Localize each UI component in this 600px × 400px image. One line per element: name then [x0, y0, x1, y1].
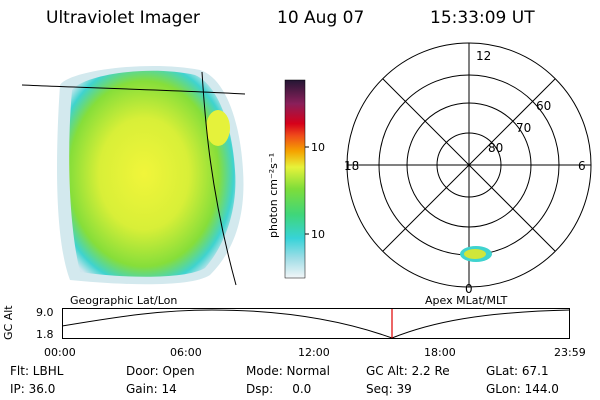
mode-status: Mode: Normal — [246, 364, 330, 378]
mlt-label-0: 0 — [465, 282, 473, 296]
mlt-label-18: 18 — [344, 159, 359, 173]
glon-status: GLon: 144.0 — [486, 382, 559, 396]
gc-alt-chart — [62, 308, 570, 339]
x-tick-0000: 00:00 — [44, 346, 76, 359]
geographic-image — [21, 65, 246, 286]
mlat-label-80: 80 — [488, 141, 503, 155]
header-date: 10 Aug 07 — [277, 8, 365, 28]
colorbar-tick-100: 100 — [311, 141, 325, 154]
door-status: Door: Open — [126, 364, 195, 378]
instrument-title: Ultraviolet Imager — [46, 8, 200, 28]
geographic-panel-label: Geographic Lat/Lon — [70, 294, 178, 307]
gc-alt-ytick-bottom: 1.8 — [36, 328, 54, 341]
flt-status: Flt: LBHL — [10, 364, 64, 378]
gc-alt-curve — [62, 309, 570, 339]
x-tick-2359: 23:59 — [554, 346, 586, 359]
gc-alt-ylabel: GC Alt — [2, 305, 15, 340]
gc-alt-status: GC Alt: 2.2 Re — [366, 364, 450, 378]
polar-plot: 12 18 6 0 60 70 80 — [344, 42, 592, 296]
colorbar-unit-label: photon cm⁻²s⁻¹ — [267, 153, 280, 238]
colorbar: 100 10 photon cm⁻²s⁻¹ — [267, 79, 325, 279]
mlt-label-12: 12 — [476, 49, 491, 63]
gain-status: Gain: 14 — [126, 382, 177, 396]
x-tick-1800: 18:00 — [424, 346, 456, 359]
x-tick-0600: 06:00 — [170, 346, 202, 359]
mlt-label-6: 6 — [578, 159, 586, 173]
longitude-line — [201, 71, 237, 286]
x-tick-1200: 12:00 — [298, 346, 330, 359]
glat-status: GLat: 67.1 — [486, 364, 549, 378]
seq-status: Seq: 39 — [366, 382, 412, 396]
colorbar-tick-10: 10 — [311, 228, 325, 241]
dsp-status: Dsp: 0.0 — [246, 382, 312, 396]
mlat-label-70: 70 — [516, 121, 531, 135]
gc-alt-ytick-top: 9.0 — [36, 306, 54, 319]
mlat-label-60: 60 — [536, 99, 551, 113]
latitude-line — [21, 84, 246, 95]
header-time: 15:33:09 UT — [430, 8, 535, 28]
apex-panel-label: Apex MLat/MLT — [425, 294, 508, 307]
ip-status: IP: 36.0 — [10, 382, 56, 396]
